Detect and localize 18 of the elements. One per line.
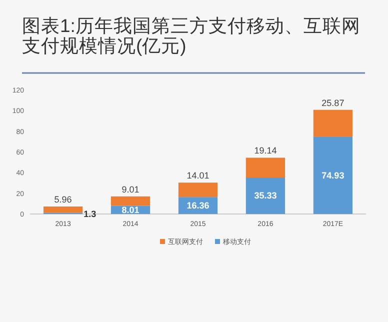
data-label: 8.01 [122,204,140,215]
data-label: 14.01 [186,170,210,181]
bar [178,182,218,198]
data-label: 25.87 [322,98,344,108]
data-label: 35.33 [254,190,277,201]
data-label: 9.01 [122,184,140,194]
data-label: 5.96 [54,194,72,204]
bar [313,136,353,214]
bar [246,177,286,214]
chart-title: 图表1:历年我国第三方支付移动、互联网支付规模情况(亿元) [22,15,360,56]
data-label: 1.3 [84,209,96,219]
bar [110,196,150,206]
data-label: 74.93 [322,170,344,180]
data-label: 19.14 [254,146,277,156]
bar [313,110,353,137]
data-label: 16.36 [186,200,210,211]
bar [43,206,83,213]
bar [246,158,286,178]
